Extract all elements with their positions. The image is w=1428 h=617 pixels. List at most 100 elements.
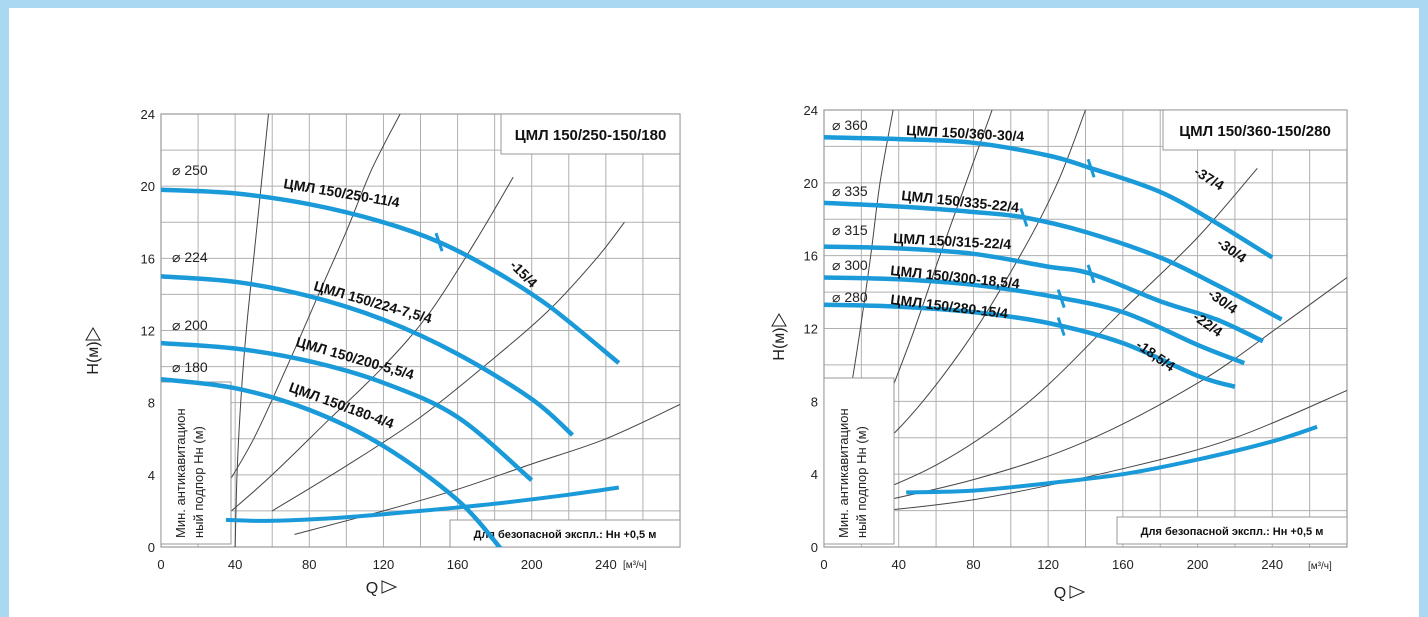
impeller-diameter-label: ⌀ 360: [832, 117, 868, 133]
x-unit-label: [м³/ч]: [623, 560, 647, 571]
pump-model-label: ЦМЛ 150/315-22/4: [893, 230, 1012, 252]
note-box: [1116, 516, 1348, 545]
motor-change-marker: [434, 232, 444, 252]
x-tick-label: 40: [228, 557, 242, 572]
system-curve: [829, 389, 1347, 517]
triangle-icon: [85, 327, 101, 341]
impeller-diameter-label: ⌀ 180: [172, 359, 208, 375]
motor-variant-label: -37/4: [1191, 163, 1227, 194]
pump-curve: [824, 275, 1246, 366]
x-tick-label: 120: [1037, 557, 1059, 572]
plot-frame: [160, 113, 681, 548]
y-tick-label: 12: [804, 322, 818, 337]
x-tick-label: 200: [521, 557, 543, 572]
pump-model-label: ЦМЛ 150/360-30/4: [906, 122, 1025, 144]
system-curve: [231, 176, 514, 512]
motor-change-marker: [1056, 289, 1066, 309]
x-axis-label: Q: [366, 580, 378, 597]
impeller-diameter-label: ⌀ 315: [832, 222, 868, 238]
system-curve: [829, 167, 1258, 512]
y-tick-label: 20: [804, 176, 818, 191]
pump-curve: [161, 187, 621, 365]
motor-change-marker: [1056, 317, 1066, 337]
system-curve: [221, 114, 401, 494]
triangle-icon: [771, 313, 787, 327]
triangle-icon: [381, 580, 398, 594]
system-curve: [829, 277, 1347, 513]
impeller-diameter-label: ⌀ 250: [172, 162, 208, 178]
y-tick-label: 8: [148, 396, 155, 411]
motor-change-marker: [1086, 158, 1096, 178]
impeller-diameter-label: ⌀ 224: [172, 249, 208, 265]
npsh-label-line: ный подпор Нн (м): [191, 426, 206, 538]
npsh-curve: [225, 485, 620, 523]
safety-note: Для безопасной экспл.: Нн +0,5 м: [1141, 526, 1324, 538]
pump-curve: [161, 274, 575, 437]
y-tick-label: 8: [811, 394, 818, 409]
x-tick-label: 0: [157, 557, 164, 572]
motor-variant-label: -18,5/4: [1133, 336, 1178, 374]
impeller-diameter-label: ⌀ 280: [832, 289, 868, 305]
y-axis-title: H(м): [85, 327, 102, 375]
y-tick-label: 24: [804, 103, 818, 118]
x-tick-label: 200: [1187, 557, 1209, 572]
x-tick-label: 80: [302, 557, 316, 572]
x-tick-label: 40: [891, 557, 905, 572]
x-axis-label: Q: [1054, 585, 1066, 602]
pump-curves: [824, 135, 1283, 389]
impeller-diameter-label: ⌀ 200: [172, 317, 208, 333]
y-tick-label: 16: [141, 251, 155, 266]
npsh-label-box: [823, 377, 895, 545]
pump-model-label: ЦМЛ 150/300-18,5/4: [890, 262, 1021, 292]
pump-curve: [161, 376, 503, 547]
x-tick-label: 120: [373, 557, 395, 572]
x-tick-label: 0: [820, 557, 827, 572]
pump-curves: [161, 187, 621, 547]
y-tick-label: 0: [148, 540, 155, 555]
impeller-diameter-label: ⌀ 335: [832, 183, 868, 199]
npsh-label: Мин. антикавитацион ный подпор Нн (м): [173, 408, 206, 538]
motor-variant-label: -15/4: [507, 257, 541, 291]
safety-note: Для безопасной экспл.: Нн +0,5 м: [474, 529, 657, 541]
pump-curve: [824, 244, 1264, 344]
motor-change-marker: [1086, 264, 1096, 284]
npsh-label-box: [160, 381, 232, 545]
y-tick-label: 16: [804, 249, 818, 264]
pump-curve: [161, 340, 534, 482]
title-box: [500, 113, 681, 155]
x-tick-label: 80: [966, 557, 980, 572]
y-axis-label: H(м): [85, 341, 102, 374]
impeller-diameter-label: ⌀ 300: [832, 257, 868, 273]
pump-curve: [824, 302, 1236, 389]
plot-frame: [823, 109, 1348, 548]
triangle-icon: [1069, 585, 1086, 599]
x-tick-label: 240: [595, 557, 617, 572]
pump-model-label: ЦМЛ 150/280-15/4: [890, 291, 1009, 321]
pump-curve: [824, 135, 1274, 260]
y-tick-label: 12: [141, 324, 155, 339]
y-tick-label: 20: [141, 179, 155, 194]
y-tick-label: 4: [811, 467, 818, 482]
motor-change-marker: [1019, 207, 1029, 227]
npsh-curve: [906, 424, 1318, 495]
chart-title: ЦМЛ 150/250-150/180: [515, 127, 667, 144]
y-tick-label: 24: [141, 107, 155, 122]
npsh-label-line: ный подпор Нн (м): [854, 426, 869, 538]
x-tick-label: 240: [1261, 557, 1283, 572]
x-unit-label: [м³/ч]: [1308, 561, 1332, 572]
x-tick-label: 160: [447, 557, 469, 572]
y-tick-label: 4: [148, 468, 155, 483]
npsh-label-line: Мин. антикавитацион: [836, 408, 851, 538]
title-box: [1162, 109, 1348, 151]
y-tick-label: 0: [811, 540, 818, 555]
y-axis-title: H(м): [771, 313, 788, 361]
y-axis-label: H(м): [771, 327, 788, 360]
motor-variant-label: -22/4: [1190, 308, 1225, 340]
system-curve: [271, 221, 625, 512]
npsh-label: Мин. антикавитацион ный подпор Нн (м): [836, 408, 869, 538]
x-tick-label: 160: [1112, 557, 1134, 572]
